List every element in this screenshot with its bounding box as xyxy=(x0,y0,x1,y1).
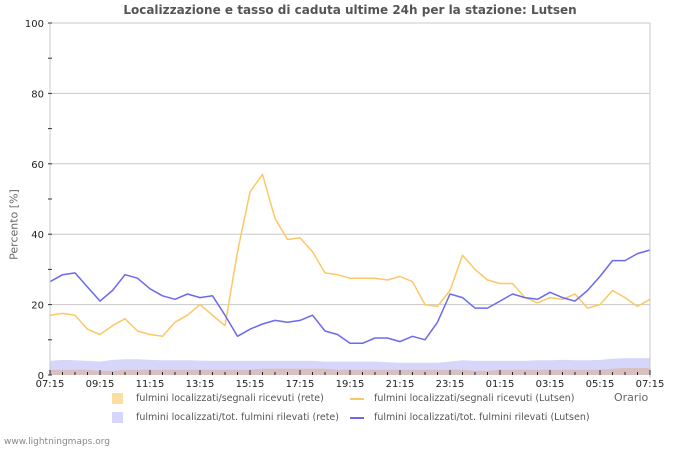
line-series xyxy=(49,173,651,338)
x-tick-label: 17:15 xyxy=(286,379,315,390)
x-tick-label: 09:15 xyxy=(86,379,115,390)
x-tick-label: 03:15 xyxy=(536,379,565,390)
source-credit: www.lightningmaps.org xyxy=(4,437,110,447)
y-tick-label: 40 xyxy=(31,230,44,241)
legend-swatch-line-blue-icon xyxy=(350,417,364,419)
x-tick-label: 01:15 xyxy=(486,379,515,390)
x-tick-label: 19:15 xyxy=(336,379,365,390)
x-tick-label: 11:15 xyxy=(136,379,165,390)
legend-swatch-area-orange-icon xyxy=(112,393,123,404)
x-axis-label: Orario xyxy=(614,391,649,404)
y-tick-label: 0 xyxy=(38,371,44,382)
y-tick-label: 20 xyxy=(31,301,44,312)
x-tick-label: 05:15 xyxy=(586,379,615,390)
x-tick-label: 07:15 xyxy=(36,379,65,390)
x-tick-label: 07:15 xyxy=(636,379,665,390)
y-tick-label: 100 xyxy=(25,19,44,30)
y-tick-label: 80 xyxy=(31,89,44,100)
chart-title: Localizzazione e tasso di caduta ultime … xyxy=(123,3,577,17)
line-chart: 0 20 40 60 80 100 07:15 09:15 11:15 13:15 15:15 17:… xyxy=(25,19,665,390)
x-tick-label: 21:15 xyxy=(386,379,415,390)
x-tick-label: 15:15 xyxy=(236,379,265,390)
line-series xyxy=(49,249,651,345)
legend-swatch-area-blue-icon xyxy=(112,412,123,423)
legend-swatch-line-orange-icon xyxy=(350,398,364,400)
x-tick-label: 13:15 xyxy=(186,379,215,390)
y-tick-label: 60 xyxy=(31,160,44,171)
x-tick-label: 23:15 xyxy=(436,379,465,390)
